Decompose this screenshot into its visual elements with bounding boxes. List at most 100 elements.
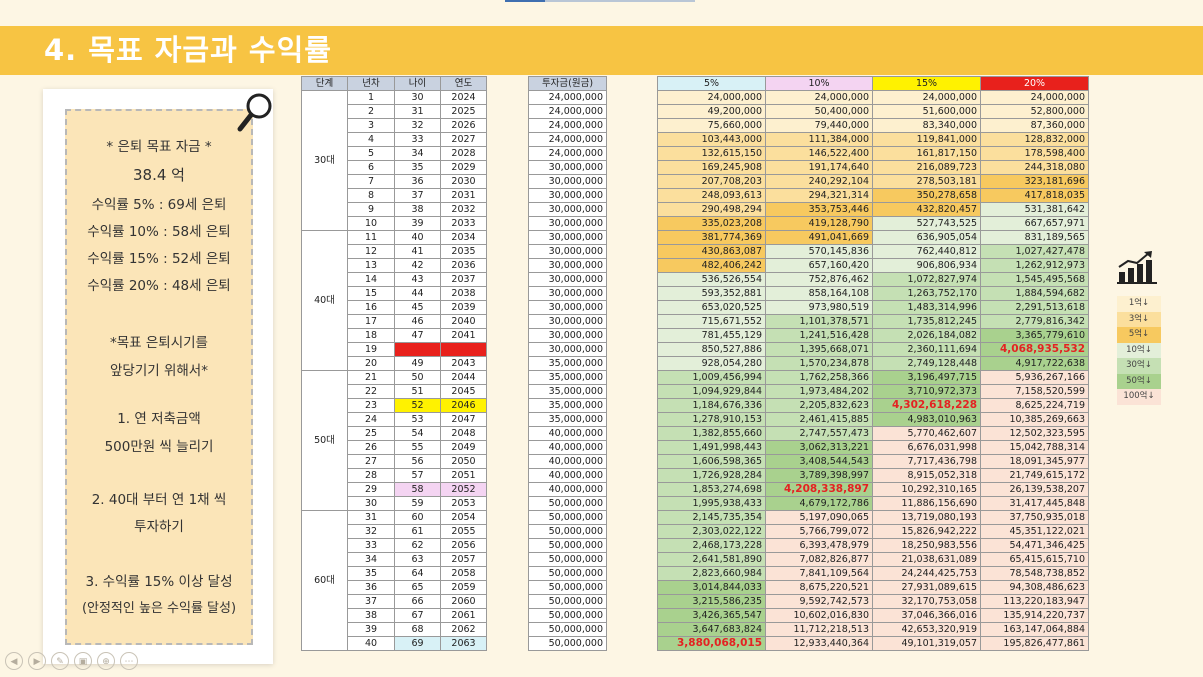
value-cell: 1,241,516,428 — [765, 328, 873, 343]
value-cell: 636,905,054 — [872, 230, 981, 245]
year-no-cell: 39 — [347, 622, 395, 637]
zoom-icon[interactable]: ⊕ — [97, 652, 115, 670]
value-cell: 1,735,812,245 — [872, 314, 981, 329]
year-no-cell: 36 — [347, 580, 395, 595]
value-cell: 7,717,436,798 — [872, 454, 981, 469]
invest-cell: 50,000,000 — [528, 552, 607, 567]
table-row: 50,000,000 — [528, 580, 607, 595]
prev-icon[interactable]: ◀ — [5, 652, 23, 670]
note-line: 3. 수익률 15% 이상 달성 — [85, 574, 233, 590]
year-no-cell: 7 — [347, 174, 395, 189]
value-cell: 2,468,173,228 — [657, 538, 766, 553]
table-row: 24,000,000 — [528, 104, 607, 119]
value-cell: 419,128,790 — [765, 216, 873, 231]
table-row: 381,774,369 491,041,669 636,905,054 831,189… — [657, 230, 1089, 245]
value-cell: 6,676,031,998 — [872, 440, 981, 455]
value-cell: 12,502,323,595 — [980, 426, 1089, 441]
year-no-cell: 23 — [347, 398, 395, 413]
table-row: 2,641,581,890 7,082,826,877 21,038,631,089… — [657, 552, 1089, 567]
invest-cell: 30,000,000 — [528, 300, 607, 315]
value-cell: 653,020,525 — [657, 300, 766, 315]
invest-cell: 40,000,000 — [528, 440, 607, 455]
invest-cell: 35,000,000 — [528, 398, 607, 413]
table-row: 19 48 2042 — [302, 342, 487, 357]
table-row: 653,020,525 973,980,519 1,483,314,996 2,291… — [657, 300, 1089, 315]
table-row: 3,426,365,547 10,602,016,830 37,046,366,01… — [657, 608, 1089, 623]
value-cell: 45,351,122,021 — [980, 524, 1089, 539]
table-row: 35 64 2058 — [302, 566, 487, 581]
note-line: 500만원 씩 늘리기 — [104, 439, 214, 455]
value-cell: 752,876,462 — [765, 272, 873, 287]
table-row: 35,000,000 — [528, 412, 607, 427]
year-no-cell: 27 — [347, 454, 395, 469]
age-cell: 35 — [394, 160, 441, 175]
year-cell: 2051 — [440, 468, 487, 483]
table-row: 40,000,000 — [528, 440, 607, 455]
year-no-cell: 12 — [347, 244, 395, 259]
invest-cell: 40,000,000 — [528, 454, 607, 469]
value-cell: 1,027,427,478 — [980, 244, 1089, 259]
value-cell: 335,023,208 — [657, 216, 766, 231]
stage-cell: 50대 — [301, 370, 348, 511]
value-cell: 350,278,658 — [872, 188, 981, 203]
copy-icon[interactable]: ▣ — [74, 652, 92, 670]
table-row: 40,000,000 — [528, 468, 607, 483]
value-cell: 7,841,109,564 — [765, 566, 873, 581]
value-cell: 2,779,816,342 — [980, 314, 1089, 329]
table-row: 75,660,000 79,440,000 83,340,000 87,360,000 — [657, 118, 1089, 133]
value-cell: 26,139,538,207 — [980, 482, 1089, 497]
table-row: 50,000,000 — [528, 510, 607, 525]
retirement-note-card: * 은퇴 목표 자금 * 38.4 억 수익률 5% : 69세 은퇴 수익률 … — [43, 89, 273, 664]
age-cell: 40 — [394, 230, 441, 245]
table-row: 13 42 2036 — [302, 258, 487, 273]
year-no-cell: 18 — [347, 328, 395, 343]
year-no-cell: 4 — [347, 132, 395, 147]
year-no-cell: 16 — [347, 300, 395, 315]
value-cell: 21,038,631,089 — [872, 552, 981, 567]
value-cell: 1,726,928,284 — [657, 468, 766, 483]
value-cell: 8,915,052,318 — [872, 468, 981, 483]
legend: 1억↓ 3억↓ 5억↓ 10억↓ 30억↓ 50억↓ 100억↓ — [1117, 296, 1161, 405]
value-cell: 18,091,345,977 — [980, 454, 1089, 469]
invest-cell: 24,000,000 — [528, 132, 607, 147]
value-cell: 5,766,799,072 — [765, 524, 873, 539]
table-row: 30,000,000 — [528, 286, 607, 301]
table-row: 40 69 2063 — [302, 636, 487, 651]
table-row: 1,278,910,153 2,461,415,885 4,983,010,963 1… — [657, 412, 1089, 427]
year-no-cell: 6 — [347, 160, 395, 175]
year-no-cell: 32 — [347, 524, 395, 539]
pen-icon[interactable]: ✎ — [51, 652, 69, 670]
value-cell: 657,160,420 — [765, 258, 873, 273]
age-cell: 55 — [394, 440, 441, 455]
invest-cell: 30,000,000 — [528, 202, 607, 217]
age-cell: 38 — [394, 202, 441, 217]
note-line: 수익률 20% : 48세 은퇴 — [87, 278, 231, 294]
invest-cell: 30,000,000 — [528, 216, 607, 231]
magnifier-icon — [237, 93, 272, 132]
page-title: 4. 목표 자금과 수익률 — [0, 26, 1203, 75]
value-cell: 1,483,314,996 — [872, 300, 981, 315]
value-cell: 1,184,676,336 — [657, 398, 766, 413]
legend-item: 3억↓ — [1117, 311, 1161, 327]
value-cell: 132,615,150 — [657, 146, 766, 161]
table-row: 430,863,087 570,145,836 762,440,812 1,027,4… — [657, 244, 1089, 259]
value-cell: 13,719,080,193 — [872, 510, 981, 525]
more-icon[interactable]: ⋯ — [120, 652, 138, 670]
value-cell: 24,000,000 — [657, 90, 766, 105]
header-rate-15: 15% — [872, 76, 981, 91]
age-cell: 63 — [394, 552, 441, 567]
table-row: 32 61 2055 — [302, 524, 487, 539]
value-cell: 1,009,456,994 — [657, 370, 766, 385]
next-icon[interactable]: ▶ — [28, 652, 46, 670]
age-cell: 61 — [394, 524, 441, 539]
value-cell: 128,832,000 — [980, 132, 1089, 147]
note-line: 2. 40대 부터 연 1채 씩 — [91, 492, 227, 508]
value-cell: 10,385,269,663 — [980, 412, 1089, 427]
year-no-cell: 19 — [347, 342, 395, 357]
value-cell: 2,823,660,984 — [657, 566, 766, 581]
value-cell: 570,145,836 — [765, 244, 873, 259]
year-cell: 2053 — [440, 496, 487, 511]
year-cell: 2039 — [440, 300, 487, 315]
invest-cell: 30,000,000 — [528, 286, 607, 301]
table-row: 30대 1 30 2024 — [301, 90, 487, 231]
